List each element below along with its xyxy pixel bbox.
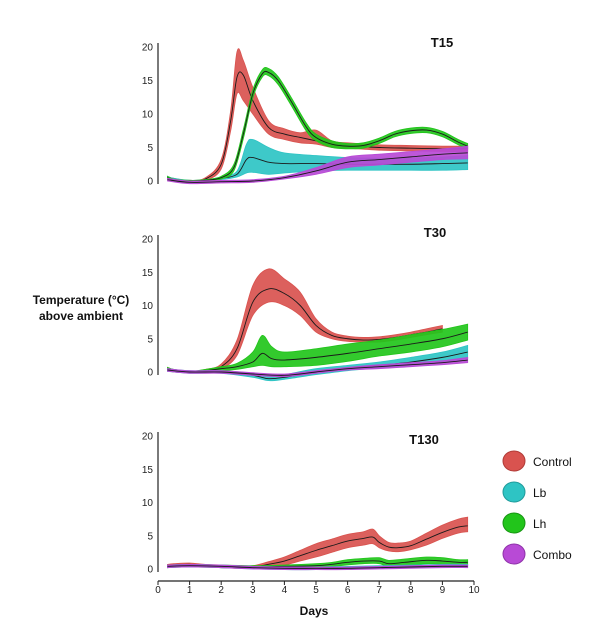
x-tick-label-6: 6: [345, 585, 351, 596]
x-axis: 0 1 2 3 4 5 6 7 8 9 10: [155, 580, 480, 596]
y-tick-label-t15-10: 10: [142, 110, 154, 121]
y-tick-label-t130-5: 5: [147, 531, 153, 542]
y-tick-label-t130-0: 0: [147, 565, 153, 576]
x-tick-label-0: 0: [155, 585, 161, 596]
legend-label-lb: Lb: [533, 486, 547, 500]
legend-swatch-combo: [502, 543, 526, 565]
x-tick-label-3: 3: [250, 585, 256, 596]
x-tick-label-2: 2: [218, 585, 224, 596]
y-tick-label-t130-10: 10: [142, 498, 154, 509]
y-tick-label-t30-5: 5: [147, 334, 153, 345]
band-t130-combo: [167, 563, 469, 571]
y-tick-label-t15-5: 5: [147, 143, 153, 154]
mean-line-t15-lh: [167, 70, 468, 182]
band-t15-lb: [167, 138, 469, 183]
y-tick-label-t30-15: 15: [142, 268, 154, 279]
y-axis-label-line-2: above ambient: [39, 309, 123, 323]
legend-item-lh: Lh: [502, 512, 546, 534]
x-tick-label-1: 1: [187, 585, 193, 596]
legend-label-combo: Combo: [533, 548, 572, 562]
x-tick-label-8: 8: [408, 585, 414, 596]
y-axis-label-line-1: Temperature (°C): [33, 293, 130, 307]
panel-title-t15: T15: [431, 35, 453, 50]
legend: Control Lb Lh Combo: [502, 450, 572, 565]
y-tick-label-t30-10: 10: [142, 301, 154, 312]
panel-t130: 0 5 10 15 20 T130: [142, 432, 469, 576]
mean-line-t30-combo: [167, 359, 468, 376]
y-tick-label-t30-0: 0: [147, 368, 153, 379]
x-tick-label-10: 10: [468, 585, 480, 596]
panel-t30: 0 5 10 15 20 T30: [142, 225, 469, 382]
mean-line-t130-combo: [167, 565, 468, 569]
legend-swatch-lh: [502, 512, 526, 534]
y-tick-label-t15-15: 15: [142, 76, 154, 87]
x-tick-label-7: 7: [376, 585, 382, 596]
x-tick-label-5: 5: [313, 585, 319, 596]
y-tick-label-t15-0: 0: [147, 177, 153, 188]
y-tick-label-t130-15: 15: [142, 465, 154, 476]
legend-label-control: Control: [533, 455, 572, 469]
x-axis-label: Days: [300, 604, 329, 618]
x-tick-label-9: 9: [440, 585, 446, 596]
band-t30-lh: [167, 323, 469, 374]
band-t15-combo: [167, 145, 469, 185]
mean-line-t15-control: [167, 71, 468, 182]
legend-item-lb: Lb: [502, 481, 547, 503]
panel-title-t30: T30: [424, 225, 446, 240]
legend-swatch-control: [502, 450, 526, 472]
y-tick-label-t15-20: 20: [142, 43, 154, 54]
panel-title-t130: T130: [409, 432, 439, 447]
panel-t15: 0 5 10 15 20 T15: [142, 35, 469, 188]
x-tick-label-4: 4: [282, 585, 288, 596]
legend-swatch-lb: [502, 481, 526, 503]
y-tick-label-t130-20: 20: [142, 432, 154, 443]
legend-item-control: Control: [502, 450, 572, 472]
mean-line-t15-combo: [167, 152, 468, 183]
legend-label-lh: Lh: [533, 517, 546, 531]
band-t30-combo: [167, 356, 469, 378]
panels-layer: 0 5 10 15 20 T15 0 5 10 15 20 T30 0 5 10 15 20 T130 0 1 2 3 4 5…: [142, 35, 480, 596]
y-tick-label-t30-20: 20: [142, 235, 154, 246]
legend-item-combo: Combo: [502, 543, 572, 565]
